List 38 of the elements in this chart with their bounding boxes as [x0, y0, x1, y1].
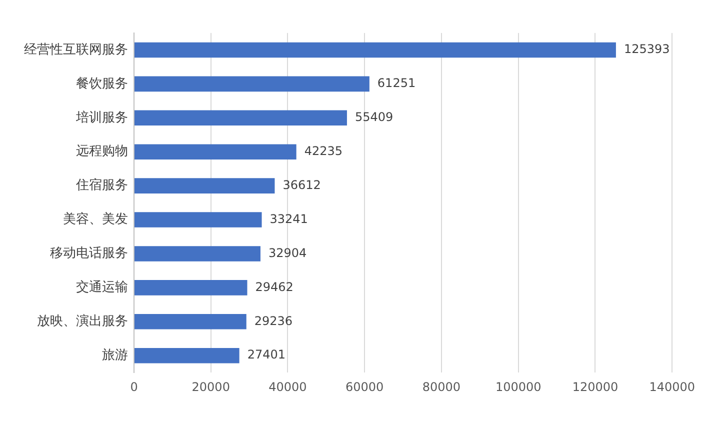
y-tick-label: 放映、演出服务 — [37, 314, 128, 330]
data-label: 36612 — [282, 178, 321, 192]
y-tick-label: 远程购物 — [76, 144, 128, 160]
x-tick-label: 0 — [130, 380, 138, 394]
bar — [134, 348, 240, 364]
x-tick-label: 20000 — [192, 380, 230, 394]
data-label: 33241 — [270, 212, 308, 226]
data-label: 29462 — [255, 280, 294, 294]
y-tick-label: 经营性互联网服务 — [24, 42, 128, 58]
data-label: 125393 — [624, 42, 670, 56]
x-tick-label: 60000 — [346, 380, 384, 394]
y-tick-label: 美容、美发 — [63, 211, 128, 228]
bar — [134, 178, 275, 194]
bar — [134, 246, 260, 262]
bar — [134, 144, 296, 160]
y-tick-label: 培训服务 — [75, 110, 128, 126]
data-label: 29236 — [254, 314, 293, 328]
bar — [134, 314, 246, 330]
x-tick-label: 120000 — [572, 380, 618, 394]
bar — [134, 76, 370, 92]
y-tick-label: 餐饮服务 — [76, 76, 128, 92]
x-tick-label: 140000 — [649, 380, 695, 394]
x-tick-label: 80000 — [422, 380, 461, 394]
data-label: 61251 — [377, 76, 416, 90]
y-tick-label: 移动电话服务 — [50, 246, 128, 262]
data-label: 27401 — [247, 348, 286, 362]
bar — [134, 280, 248, 296]
data-label: 42235 — [304, 144, 343, 158]
data-label: 55409 — [354, 110, 394, 124]
y-tick-label: 旅游 — [102, 348, 128, 363]
x-tick-label: 40000 — [268, 380, 307, 394]
bar — [134, 212, 262, 228]
bar — [134, 110, 347, 126]
y-tick-label: 交通运输 — [76, 279, 128, 296]
x-tick-label: 100000 — [495, 380, 542, 394]
bar — [134, 42, 616, 58]
data-label: 32904 — [268, 246, 307, 260]
y-tick-label: 住宿服务 — [75, 177, 128, 194]
